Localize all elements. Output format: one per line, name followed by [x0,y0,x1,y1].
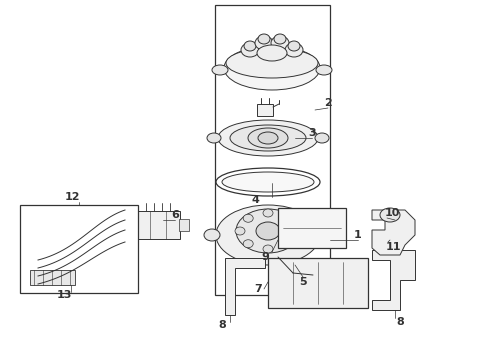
Bar [136,211,180,239]
Text: 13: 13 [56,290,72,300]
Text: 2: 2 [324,98,332,108]
Bar [179,219,189,231]
Ellipse shape [222,172,314,192]
Bar [215,5,330,295]
Ellipse shape [380,208,400,222]
Text: 7: 7 [254,284,262,294]
Text: 11: 11 [385,242,401,252]
Ellipse shape [212,65,228,75]
Ellipse shape [258,34,270,44]
Bar [127,219,137,231]
Polygon shape [372,250,415,310]
Ellipse shape [204,229,220,241]
Text: 8: 8 [396,317,404,327]
Ellipse shape [285,43,303,57]
Text: 5: 5 [299,277,307,287]
Ellipse shape [235,227,245,235]
Ellipse shape [256,222,280,240]
Bar [20,205,138,293]
Ellipse shape [226,48,318,78]
Ellipse shape [263,245,273,253]
Ellipse shape [243,214,253,222]
Bar [268,258,368,308]
Ellipse shape [315,133,329,143]
Ellipse shape [288,41,300,51]
Ellipse shape [230,125,306,151]
Text: 3: 3 [308,128,316,138]
Text: 10: 10 [384,208,400,218]
Ellipse shape [244,41,256,51]
Polygon shape [225,258,265,315]
Text: 9: 9 [261,252,269,262]
Ellipse shape [255,36,273,50]
Ellipse shape [216,205,320,265]
Ellipse shape [224,46,320,90]
Ellipse shape [216,168,320,196]
Ellipse shape [241,43,259,57]
Ellipse shape [291,227,301,235]
Text: 12: 12 [64,192,80,202]
Ellipse shape [271,36,289,50]
Ellipse shape [316,229,332,241]
Text: 6: 6 [171,210,179,220]
Text: 4: 4 [251,195,259,205]
Ellipse shape [243,240,253,248]
Bar [278,208,346,248]
Ellipse shape [316,65,332,75]
Polygon shape [372,210,415,255]
Ellipse shape [263,209,273,217]
Bar [30,270,75,285]
Ellipse shape [218,120,318,156]
Ellipse shape [283,240,293,248]
Text: 8: 8 [218,320,226,330]
Ellipse shape [207,133,221,143]
Ellipse shape [283,214,293,222]
Ellipse shape [248,128,288,148]
Ellipse shape [258,132,278,144]
Ellipse shape [257,45,287,61]
Text: 1: 1 [354,230,362,240]
Bar [257,104,273,116]
Ellipse shape [236,209,300,253]
Ellipse shape [274,34,286,44]
